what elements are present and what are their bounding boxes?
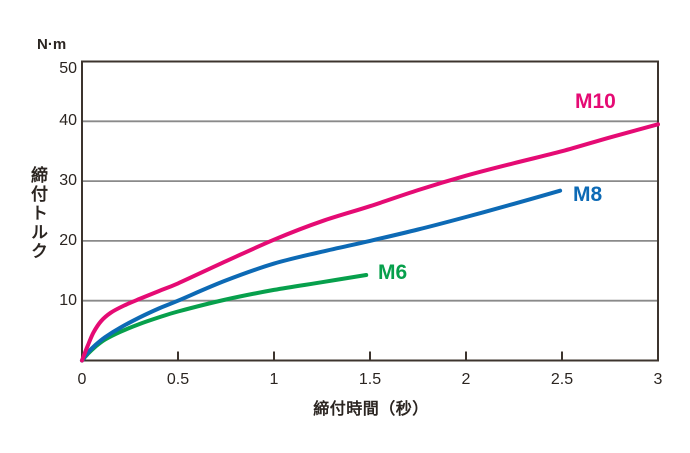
y-axis-title: 締付トルク: [28, 166, 47, 261]
x-tick-label-0-5: 0.5: [166, 371, 190, 388]
series-label-m10: M10: [575, 90, 616, 113]
x-tick-label-0: 0: [77, 371, 87, 388]
x-tick-label-1-5: 1.5: [358, 371, 382, 388]
x-tick-label-3: 3: [653, 371, 663, 388]
y-axis-unit-label: N·m: [37, 36, 67, 53]
y-tick-label-50: 50: [59, 60, 77, 77]
x-tick-label-1: 1: [269, 371, 279, 388]
plot-frame: [81, 60, 659, 362]
x-tick-label-2-5: 2.5: [550, 371, 574, 388]
series-line-m10: [80, 122, 660, 363]
series-line-m6: [80, 273, 369, 363]
y-tick-label-20: 20: [59, 232, 77, 249]
y-tick-label-40: 40: [59, 112, 77, 129]
series-line-m8: [80, 188, 563, 363]
x-axis-title: 締付時間（秒）: [313, 401, 429, 418]
y-tick-label-10: 10: [59, 292, 77, 309]
series-label-m6: M6: [378, 261, 408, 284]
y-tick-label-30: 30: [59, 172, 77, 189]
series-label-m8: M8: [573, 183, 603, 206]
x-tick-label-2: 2: [461, 371, 471, 388]
